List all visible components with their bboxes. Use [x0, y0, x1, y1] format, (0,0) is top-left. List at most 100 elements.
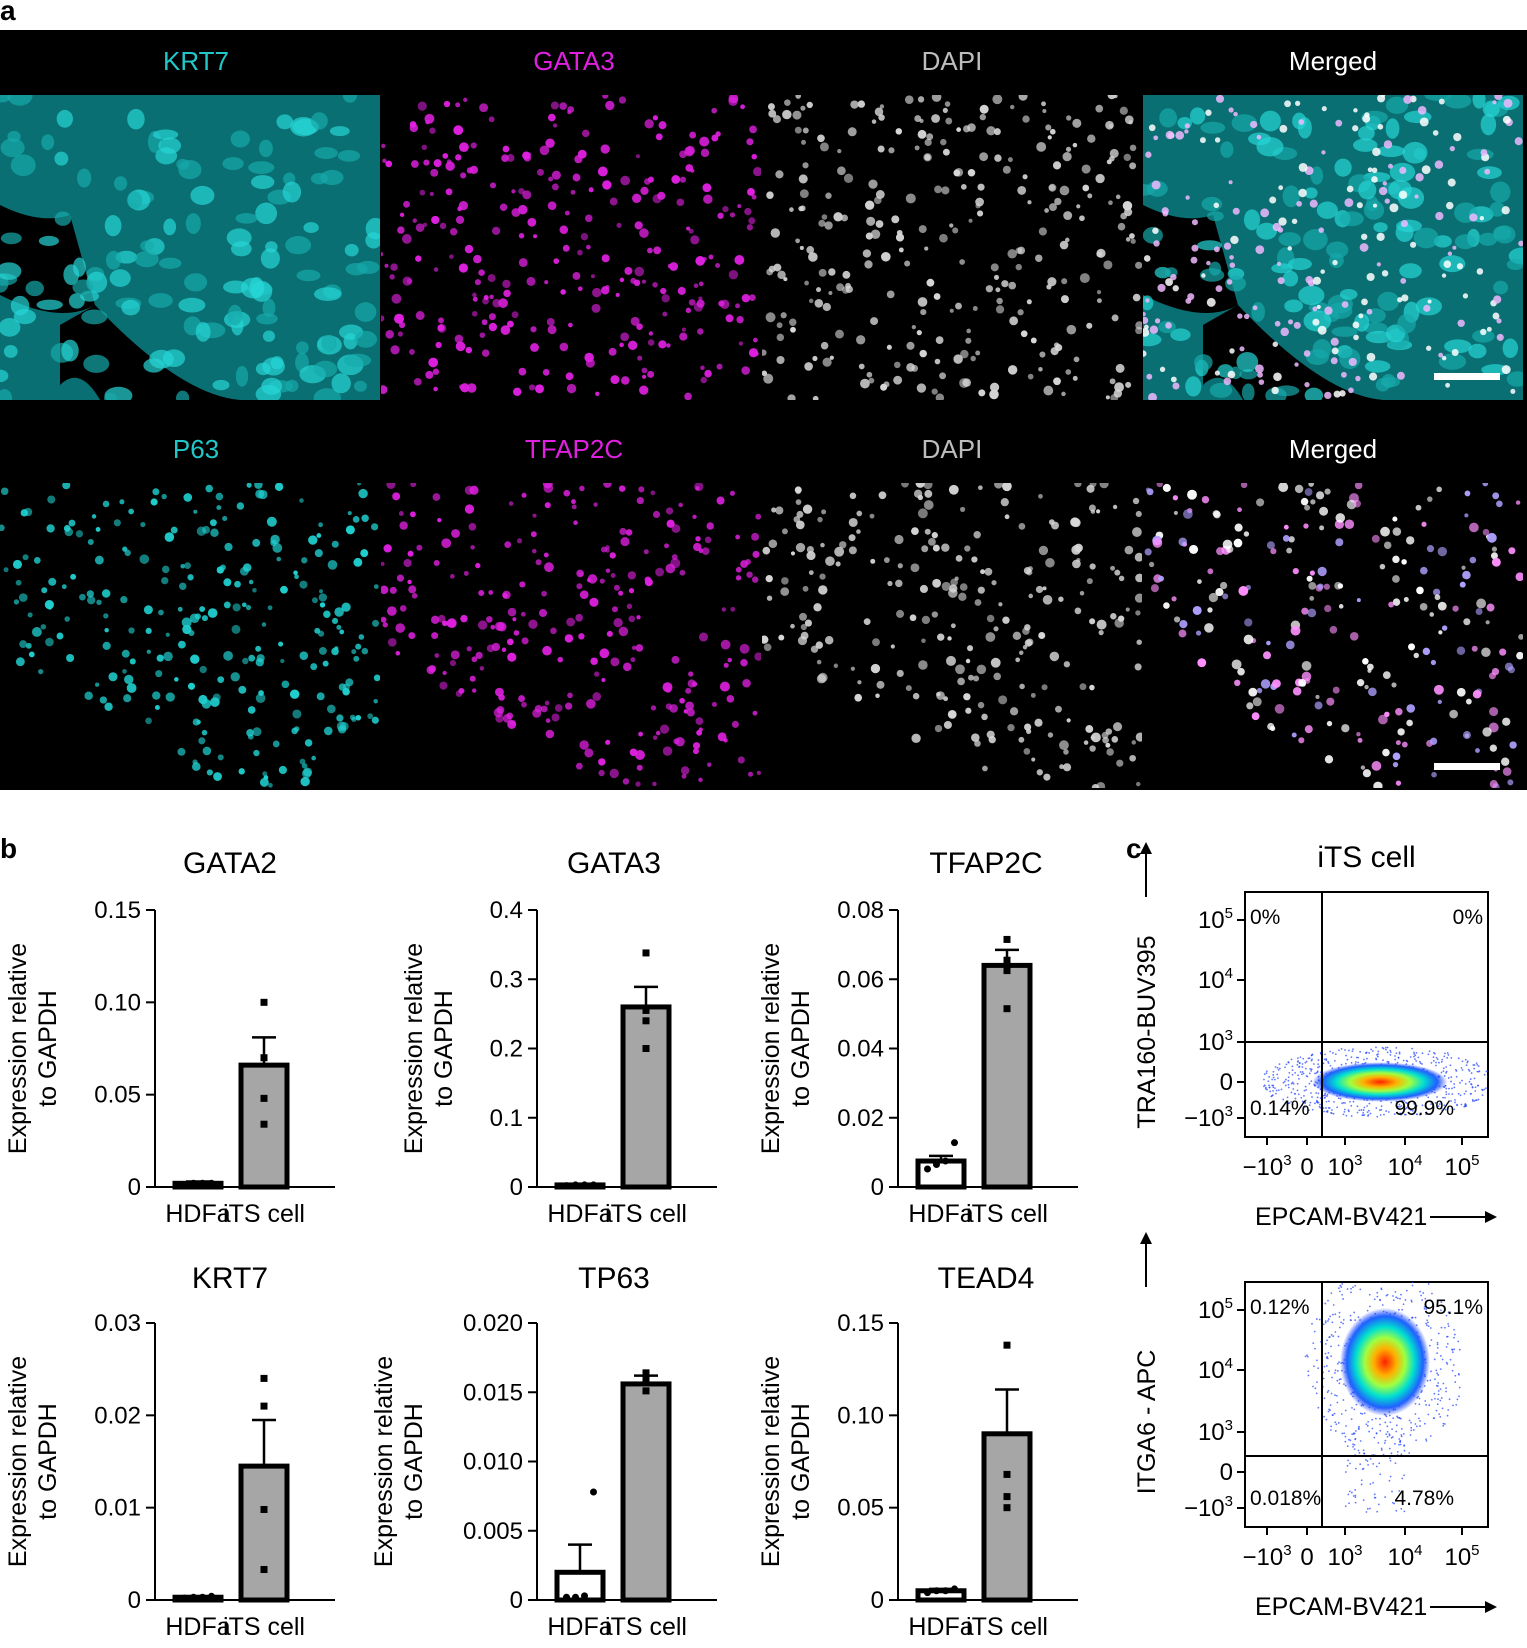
y-tick-label: 103: [1198, 1417, 1233, 1446]
data-point: [590, 1181, 597, 1189]
micrograph-0-0: [0, 95, 380, 400]
chart-title: TFAP2C: [929, 847, 1042, 880]
x-tick-label: 104: [1387, 1542, 1422, 1571]
data-point: [563, 1182, 570, 1190]
bar-its-cell: [620, 1004, 672, 1190]
bar-chart-tp63: TP63 Expression relative to GAPDH 0 0.005 0.0…: [370, 1262, 717, 1641]
micrograph-1-0: [0, 483, 380, 788]
micrograph-0-1: [381, 95, 761, 400]
y-tick-label: 105: [1198, 905, 1233, 934]
category-label: HDFa: [908, 1200, 973, 1228]
bar-chart-gata2: GATA2 Expression relative to GAPDH 0 0.05 0.1…: [4, 847, 335, 1228]
category-label: HDFa: [547, 1613, 612, 1641]
y-axis-label-line1: Expression relative: [4, 943, 32, 1154]
bar-chart-krt7: KRT7 Expression relative to GAPDH 0 0.01 0.02…: [4, 1262, 335, 1641]
panel-c-label: c: [1126, 833, 1142, 864]
y-tick-label: 0.010: [463, 1449, 523, 1476]
data-point: [181, 1594, 188, 1602]
chart-title: TP63: [578, 1262, 650, 1295]
quadrant-top-left: 0%: [1250, 906, 1280, 929]
x-tick-label: 103: [1327, 1152, 1362, 1181]
data-point: [199, 1179, 206, 1187]
x-axis-label: EPCAM-BV421: [1255, 1593, 1427, 1621]
y-tick-label: 104: [1198, 1355, 1233, 1384]
category-label: HDFa: [165, 1200, 230, 1228]
channel-label-merged-2: Merged: [1289, 434, 1377, 464]
bar-its-cell: [981, 1431, 1033, 1603]
flow-plot-2: 0.12% 95.1% 0.018% 4.78% 105 104 103 0 −103 −103 0…: [1133, 1232, 1497, 1621]
x-axis-arrowhead: [1485, 1211, 1497, 1223]
y-axis-label: TRA160-BUV395: [1133, 935, 1161, 1128]
data-point: [951, 1139, 958, 1147]
y-axis-label-line2: to GAPDH: [787, 1403, 815, 1520]
data-point: [208, 1592, 215, 1600]
bar-chart-tfap2c: TFAP2C Expression relative to GAPDH 0 0.02 0.…: [757, 847, 1078, 1228]
micrograph-panel: KRT7 GATA3 DAPI Merged P63 TFAP2C DAPI M…: [0, 30, 1527, 790]
y-tick-label: 0.15: [837, 1310, 884, 1337]
data-point: [642, 1017, 650, 1025]
y-axis-label-line1: Expression relative: [400, 943, 428, 1154]
y-axis-label: Expression relative to GAPDH: [757, 943, 815, 1154]
data-point: [642, 1045, 650, 1052]
y-tick-label: 103: [1198, 1027, 1233, 1056]
y-tick-label: 0.05: [94, 1082, 141, 1109]
y-tick-label: 0.02: [94, 1402, 141, 1429]
data-point: [260, 1094, 268, 1102]
category-label: iTS cell: [223, 1613, 305, 1641]
y-axis-label: ITGA6 - APC: [1133, 1350, 1161, 1494]
y-tick-label: 0.15: [94, 897, 141, 924]
data-point: [260, 1566, 268, 1574]
y-axis-label-line2: to GAPDH: [787, 990, 815, 1107]
category-label: HDFa: [547, 1200, 612, 1228]
data-point: [924, 1165, 931, 1173]
data-point: [260, 1120, 268, 1128]
y-axis-label-line1: Expression relative: [757, 943, 785, 1154]
data-point: [260, 1402, 268, 1410]
micrograph-1-1: [381, 483, 761, 787]
y-tick-label: 0.015: [463, 1379, 523, 1406]
category-label: iTS cell: [966, 1200, 1048, 1228]
y-axis-label-line2: to GAPDH: [430, 990, 458, 1107]
y-tick-label: 0.3: [490, 966, 523, 993]
bar-its-cell: [238, 1463, 290, 1603]
scale-bar-2: [1434, 763, 1500, 770]
data-point: [1003, 956, 1011, 964]
channel-label-tfap2c: TFAP2C: [525, 434, 623, 464]
y-axis-label-line2: to GAPDH: [34, 1403, 62, 1520]
y-axis-label: Expression relative to GAPDH: [4, 943, 62, 1154]
y-tick-label: 0: [1220, 1069, 1233, 1096]
data-point: [1003, 935, 1011, 943]
y-tick-label: −103: [1184, 1103, 1233, 1132]
category-label: HDFa: [165, 1613, 230, 1641]
quadrant-bottom-left: 0.018%: [1250, 1487, 1321, 1510]
category-label: iTS cell: [605, 1613, 687, 1641]
data-point: [1003, 1493, 1011, 1501]
data-point: [933, 1587, 940, 1595]
chart-title: KRT7: [192, 1262, 268, 1295]
data-point: [563, 1593, 570, 1601]
density-cloud: [1304, 1282, 1461, 1513]
quadrant-bottom-right: 4.78%: [1394, 1487, 1454, 1510]
y-tick-label: 0.10: [837, 1402, 884, 1429]
data-point: [924, 1589, 931, 1597]
channel-label-krt7: KRT7: [163, 46, 229, 76]
data-point: [642, 949, 650, 957]
data-point: [581, 1181, 588, 1189]
channel-label-dapi-1: DAPI: [922, 46, 983, 76]
density-cloud: [1263, 1046, 1488, 1118]
data-point: [190, 1179, 197, 1187]
x-tick-label: 0: [1300, 1154, 1313, 1181]
bar-chart-tead4: TEAD4 Expression relative to GAPDH 0 0.05 0.1…: [757, 1262, 1078, 1641]
y-tick-label: 0: [871, 1174, 884, 1201]
data-point: [1003, 1005, 1011, 1013]
quadrant-top-right: 95.1%: [1423, 1296, 1483, 1319]
y-tick-label: 0: [510, 1587, 523, 1614]
x-tick-label: −103: [1242, 1542, 1291, 1571]
x-tick-label: 105: [1444, 1542, 1479, 1571]
y-tick-label: 0.02: [837, 1105, 884, 1132]
y-axis-label: Expression relative to GAPDH: [370, 1356, 428, 1567]
data-point: [933, 1160, 940, 1168]
data-point: [181, 1181, 188, 1189]
micrograph-1-2: [762, 483, 1142, 788]
